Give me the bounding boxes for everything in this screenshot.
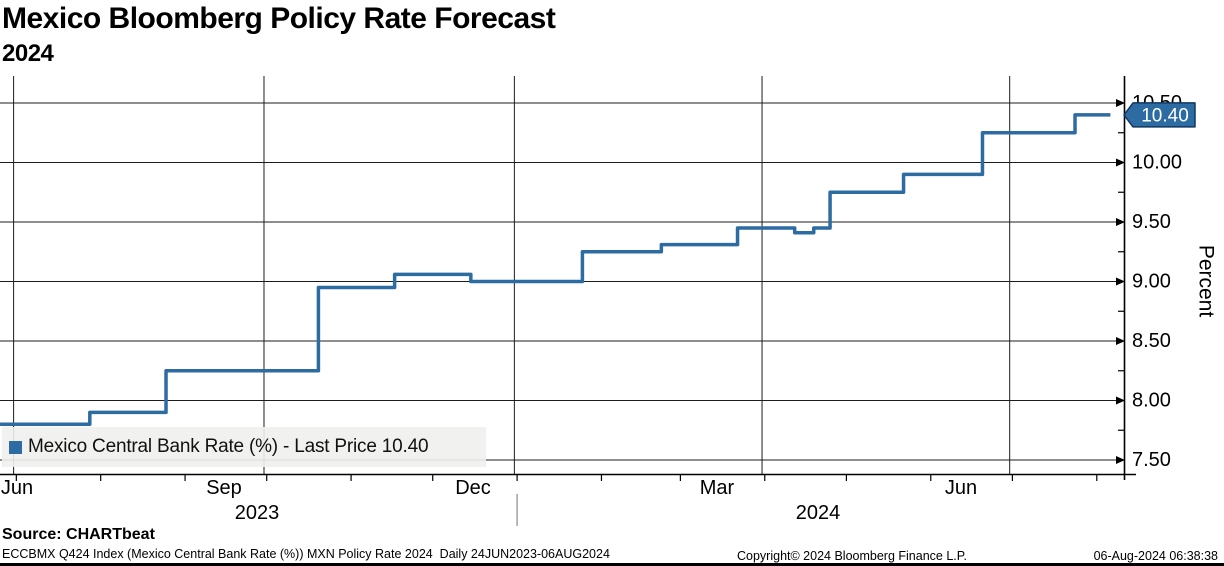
chart-subtitle: 2024 xyxy=(2,40,54,67)
y-tick-label: 7.50 xyxy=(1132,449,1171,471)
x-year-label: 2024 xyxy=(796,502,841,524)
x-year-label: 2023 xyxy=(235,502,280,524)
y-major-tick-arrow-icon xyxy=(1116,396,1125,405)
x-month-label: Dec xyxy=(455,477,491,499)
last-price-flag-label: 10.40 xyxy=(1141,105,1189,126)
y-major-tick-arrow-icon xyxy=(1116,337,1125,345)
footer-copyright: Copyright© 2024 Bloomberg Finance L.P. xyxy=(737,549,967,563)
y-tick-label: 8.50 xyxy=(1132,330,1171,352)
y-major-tick-arrow-icon xyxy=(1116,456,1125,464)
source-line: Source: CHARTbeat xyxy=(2,526,155,543)
y-axis-title: Percent xyxy=(1195,245,1218,318)
bottom-bar xyxy=(0,563,1224,566)
footer-timestamp: 06-Aug-2024 06:38:38 xyxy=(1093,549,1218,563)
legend-series-swatch-icon xyxy=(9,440,22,454)
y-major-tick-arrow-icon xyxy=(1116,218,1125,226)
y-tick-label: 9.50 xyxy=(1132,211,1171,233)
x-month-label: Sep xyxy=(206,477,242,499)
y-tick-label: 10.00 xyxy=(1132,152,1182,174)
x-month-label: Jun xyxy=(945,477,977,499)
x-month-label: Mar xyxy=(700,477,735,499)
footer-ticker-info: ECCBMX Q424 Index (Mexico Central Bank R… xyxy=(2,547,610,561)
x-month-label: Jun xyxy=(1,477,33,499)
footer: ECCBMX Q424 Index (Mexico Central Bank R… xyxy=(0,547,1224,563)
y-tick-label: 8.00 xyxy=(1132,390,1171,412)
y-major-tick-arrow-icon xyxy=(1116,99,1125,107)
legend-series-label: Mexico Central Bank Rate (%) - Last Pric… xyxy=(28,436,429,457)
last-price-flag xyxy=(1123,102,1196,128)
y-major-tick-arrow-icon xyxy=(1116,277,1125,286)
series-line xyxy=(0,113,1111,427)
legend[interactable]: Mexico Central Bank Rate (%) - Last Pric… xyxy=(2,427,486,467)
chart-title: Mexico Bloomberg Policy Rate Forecast xyxy=(2,2,556,35)
y-tick-label: 9.00 xyxy=(1132,271,1171,293)
y-major-tick-arrow-icon xyxy=(1116,158,1125,167)
